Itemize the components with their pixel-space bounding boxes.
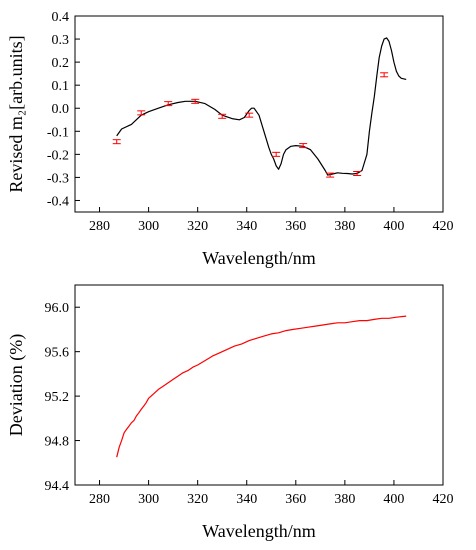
y-tick-label: 95.6 [45, 346, 70, 361]
y-tick-label: -0.4 [47, 194, 69, 209]
y-axis-bottom: 94.4 94.8 95.2 95.6 96.0 [45, 301, 80, 494]
series-line [116, 37, 407, 176]
x-tick-label: 360 [285, 219, 306, 234]
data-point-marker [380, 72, 389, 78]
data-point-marker [326, 172, 335, 178]
x-tick-label: 320 [187, 492, 208, 507]
data-point-marker [112, 139, 121, 145]
marker-layer-top [112, 72, 389, 178]
x-tick-label: 420 [433, 219, 454, 234]
x-tick-label: 320 [187, 219, 208, 234]
y-tick-label: 0.1 [52, 79, 70, 94]
data-point-marker [137, 110, 146, 116]
y-axis-title-bottom: Deviation (%) [6, 334, 27, 436]
data-point-marker [245, 112, 254, 118]
chart-top: 280 300 320 340 360 380 400 420 -0.4-0.3-0.2-0.… [6, 10, 454, 268]
data-point-marker [164, 101, 173, 107]
x-tick-label: 280 [89, 492, 110, 507]
x-tick-label: 340 [236, 492, 257, 507]
x-tick-label: 380 [334, 219, 355, 234]
plot-frame-bottom [74, 284, 444, 486]
y-tick-label: 0.3 [52, 33, 70, 48]
plot-frame-top [74, 15, 444, 213]
y-tick-label: 96.0 [45, 301, 70, 316]
y-tick-label: -0.3 [47, 171, 69, 186]
series-line [116, 315, 407, 458]
y-tick-label: -0.1 [47, 125, 69, 140]
y-tick-label: 94.8 [45, 435, 70, 450]
y-axis-top: -0.4 -0.3 -0.2 -0.1 0.0 0.1 0.2 0.3 0.4 [47, 10, 80, 209]
x-tick-label: 400 [383, 219, 404, 234]
data-point-marker [218, 113, 227, 119]
x-tick-label: 340 [236, 219, 257, 234]
data-point-marker [299, 143, 308, 149]
data-point-marker [191, 98, 200, 104]
y-axis-title-top: Revised m₂[arb.units] [6, 35, 26, 192]
x-tick-label: 360 [285, 492, 306, 507]
x-tick-label: 380 [334, 492, 355, 507]
x-axis-title-bottom: Wavelength/nm [202, 521, 316, 541]
x-tick-label: 400 [383, 492, 404, 507]
y-tick-label: -0.2 [47, 148, 69, 163]
x-axis-bottom: 280 300 320 340 360 380 400 420 [89, 480, 454, 507]
x-axis-title-top: Wavelength/nm [202, 248, 316, 268]
x-tick-label: 280 [89, 219, 110, 234]
x-axis-top: 280 300 320 340 360 380 400 420 [89, 207, 454, 234]
y-tick-label: 95.2 [45, 390, 70, 405]
y-tick-label: 0.2 [52, 56, 70, 71]
data-point-marker [353, 170, 362, 176]
x-tick-label: 300 [138, 219, 159, 234]
x-tick-label: 300 [138, 492, 159, 507]
y-tick-label: 0.0 [52, 102, 70, 117]
y-tick-label: 0.4 [52, 10, 70, 25]
curve-layer-top [116, 37, 407, 176]
data-point-marker [272, 151, 281, 157]
x-tick-label: 420 [433, 492, 454, 507]
curve-layer-bottom [116, 315, 407, 458]
y-tick-label: 94.4 [45, 479, 70, 494]
chart-bottom: 280 300 320 340 360 380 400 420 94.4 94.8 95.2 95.… [6, 284, 454, 541]
